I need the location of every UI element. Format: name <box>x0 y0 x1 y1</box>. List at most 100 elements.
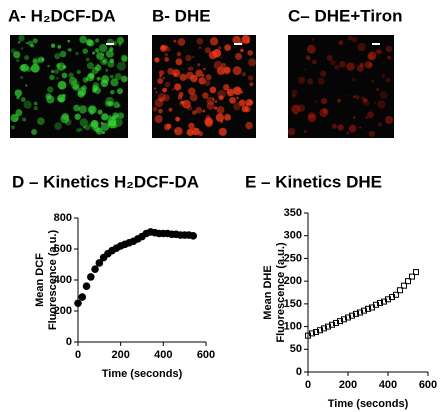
cell <box>192 127 200 136</box>
cell <box>203 67 206 71</box>
cell <box>174 126 183 136</box>
cell <box>202 92 209 99</box>
cell <box>67 39 71 43</box>
cell <box>331 123 338 129</box>
cell <box>47 64 50 68</box>
x-tick-label: 0 <box>305 379 311 391</box>
cell <box>94 48 100 53</box>
cell <box>32 58 38 65</box>
cell <box>175 58 183 66</box>
cell <box>20 75 24 79</box>
cell <box>92 51 96 55</box>
cell <box>337 98 341 103</box>
cell <box>247 75 254 81</box>
cell <box>61 72 68 79</box>
cell <box>10 113 19 123</box>
x-tick-label: 400 <box>379 379 397 391</box>
cell <box>37 56 45 63</box>
cell <box>154 114 163 124</box>
cell <box>312 59 317 65</box>
cell <box>107 101 114 107</box>
cell <box>248 99 254 106</box>
cell <box>110 78 119 87</box>
cell <box>118 43 122 47</box>
cell <box>368 62 373 68</box>
cell <box>320 70 327 77</box>
cell <box>209 37 219 46</box>
cell <box>90 119 99 128</box>
cell <box>236 96 239 100</box>
cell <box>30 43 35 48</box>
cell <box>171 88 175 91</box>
cell <box>339 42 342 45</box>
cell <box>158 108 163 114</box>
panel-label: A- H₂DCF-DA <box>8 6 116 25</box>
cell <box>25 84 28 87</box>
cell <box>178 92 184 97</box>
cell <box>307 57 311 61</box>
cell <box>27 40 34 46</box>
cell <box>206 101 215 110</box>
cell <box>73 84 79 90</box>
cell <box>50 69 55 74</box>
cell <box>215 113 225 122</box>
cell <box>160 44 166 50</box>
cell <box>113 101 120 109</box>
cell <box>93 126 100 133</box>
point <box>91 265 99 273</box>
cell <box>10 125 16 130</box>
cell <box>166 123 172 129</box>
x-tick-label: 600 <box>419 379 437 391</box>
cell <box>108 115 112 119</box>
cell <box>338 39 344 46</box>
cell <box>88 123 93 127</box>
cell <box>97 109 103 115</box>
cell <box>351 36 358 43</box>
point <box>397 287 403 294</box>
cell <box>241 71 247 77</box>
cell <box>292 94 296 98</box>
cell <box>177 38 186 46</box>
cell <box>218 95 224 101</box>
cell <box>155 91 158 94</box>
x-axis-label: Time (seconds) <box>328 398 409 410</box>
point <box>333 319 339 326</box>
cell <box>198 46 202 49</box>
cell <box>241 105 249 113</box>
cell <box>85 38 93 46</box>
cell <box>384 115 394 125</box>
cell <box>88 106 95 113</box>
cell <box>364 61 373 69</box>
cell <box>379 91 388 100</box>
cell <box>57 45 62 49</box>
cell <box>26 42 29 45</box>
cell <box>164 81 171 88</box>
point <box>329 321 335 328</box>
point <box>409 273 415 280</box>
cell <box>195 69 203 77</box>
point <box>313 329 319 336</box>
cell <box>209 86 217 94</box>
cell <box>330 59 336 66</box>
cell <box>120 75 128 83</box>
cell <box>20 63 29 72</box>
cell <box>307 113 317 123</box>
y-tick-label: 100 <box>284 320 302 332</box>
cell <box>68 48 72 52</box>
cell <box>376 87 380 92</box>
cell <box>111 115 116 120</box>
cell <box>33 106 38 111</box>
cell <box>79 35 88 44</box>
point <box>317 327 323 334</box>
cell <box>218 127 227 136</box>
y-tick-label: 350 <box>284 207 302 219</box>
cell <box>33 101 38 106</box>
cell <box>164 57 169 62</box>
cell <box>114 73 122 80</box>
y-tick-label: 200 <box>54 305 72 317</box>
cell <box>76 69 81 75</box>
cell <box>385 77 391 83</box>
cell <box>240 48 244 53</box>
cell <box>92 84 99 92</box>
point <box>321 325 327 332</box>
